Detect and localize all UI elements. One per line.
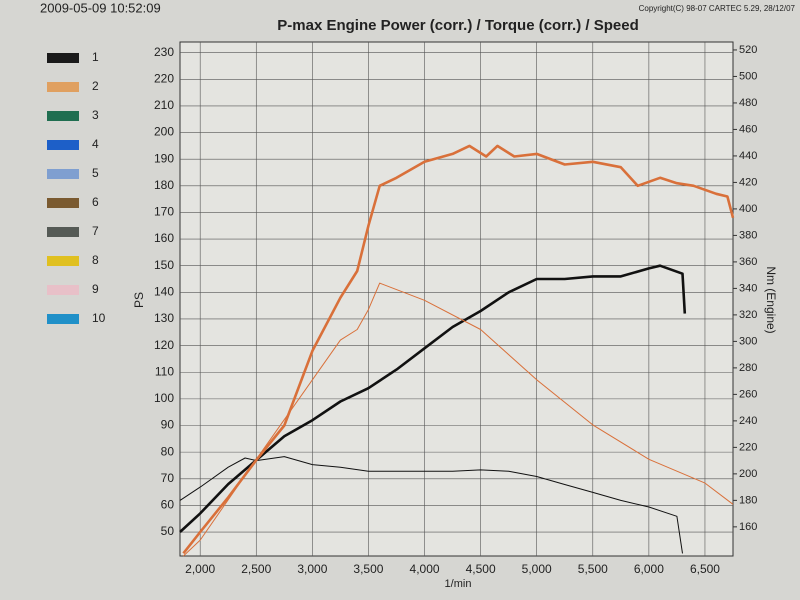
x-tick-label: 6,500 [690, 562, 720, 576]
y2-tick-label: 520 [739, 44, 757, 56]
y-tick-label: 120 [154, 338, 174, 352]
y-tick-label: 60 [161, 498, 175, 512]
y2-tick-label: 480 [739, 97, 757, 109]
legend-label: 3 [92, 108, 99, 122]
y-tick-label: 80 [161, 444, 175, 458]
y-tick-label: 200 [154, 125, 174, 139]
data-line [179, 456, 683, 554]
y-tick-label: 230 [154, 45, 174, 59]
legend-label: 5 [92, 166, 99, 180]
y2-tick-label: 240 [739, 415, 757, 427]
y2-tick-label: 320 [739, 309, 757, 321]
x-tick-label: 4,000 [410, 562, 440, 576]
legend-label: 2 [92, 79, 99, 93]
y-tick-label: 110 [155, 364, 174, 378]
legend-label: 10 [92, 311, 106, 325]
legend-swatch [47, 169, 79, 179]
y2-tick-label: 460 [739, 123, 757, 135]
copyright: Copyright(C) 98-07 CARTEC 5.29, 28/12/07 [639, 4, 796, 13]
legend-label: 4 [92, 137, 99, 151]
x-tick-label: 4,500 [466, 562, 496, 576]
y-tick-label: 160 [154, 231, 174, 245]
data-line [179, 264, 687, 533]
legend-label: 9 [92, 282, 99, 296]
legend-swatch [47, 82, 79, 92]
x-tick-label: 2,000 [185, 562, 215, 576]
y-tick-label: 140 [154, 285, 174, 299]
x-tick-label: 2,500 [241, 562, 271, 576]
legend-label: 8 [92, 253, 99, 267]
y2-tick-label: 360 [739, 256, 757, 268]
y-tick-label: 190 [154, 151, 174, 165]
y-tick-label: 170 [154, 205, 174, 219]
y2-tick-label: 160 [739, 521, 757, 533]
data-line [182, 144, 735, 555]
y2-tick-label: 500 [739, 70, 757, 82]
y2-tick-label: 420 [739, 176, 757, 188]
y-tick-label: 70 [161, 471, 175, 485]
y2-axis-label: Nm (Engine) [764, 266, 778, 333]
y2-tick-label: 380 [739, 229, 757, 241]
x-tick-label: 3,500 [353, 562, 383, 576]
y-tick-label: 210 [154, 98, 174, 112]
y-axis-label: PS [132, 292, 146, 308]
legend-swatch [47, 227, 79, 237]
y2-tick-label: 440 [739, 150, 757, 162]
y2-tick-label: 400 [739, 203, 757, 215]
y-tick-label: 150 [154, 258, 174, 272]
y2-tick-label: 300 [739, 335, 757, 347]
legend-swatch [47, 285, 79, 295]
chart-title: P-max Engine Power (corr.) / Torque (cor… [277, 17, 638, 34]
x-axis-label: 1/min [445, 578, 472, 590]
y2-tick-label: 220 [739, 441, 757, 453]
x-tick-label: 5,000 [522, 562, 552, 576]
y-tick-label: 50 [161, 524, 175, 538]
plot-area [179, 41, 734, 557]
legend-swatch [47, 256, 79, 266]
legend-label: 6 [92, 195, 99, 209]
legend-swatch [47, 140, 79, 150]
legend-swatch [47, 314, 79, 324]
legend-label: 1 [92, 50, 99, 64]
legend-swatch [47, 111, 79, 121]
y-tick-label: 130 [154, 311, 174, 325]
y2-tick-label: 340 [739, 282, 757, 294]
data-line [183, 282, 734, 557]
x-tick-label: 5,500 [578, 562, 608, 576]
x-tick-label: 3,000 [297, 562, 327, 576]
y-tick-label: 180 [154, 178, 174, 192]
y2-tick-label: 200 [739, 468, 757, 480]
legend-swatch [47, 198, 79, 208]
y2-tick-label: 280 [739, 362, 757, 374]
legend: 1 2 3 4 5 6 7 8 9 10 [47, 50, 106, 325]
y2-tick-label: 180 [739, 494, 757, 506]
timestamp: 2009-05-09 10:52:09 [40, 0, 161, 15]
legend-label: 7 [92, 224, 99, 238]
y-tick-label: 90 [161, 418, 175, 432]
legend-swatch [47, 53, 79, 63]
y2-tick-label: 260 [739, 388, 757, 400]
y-tick-label: 220 [154, 71, 174, 85]
x-tick-label: 6,000 [634, 562, 664, 576]
y-tick-label: 100 [154, 391, 174, 405]
